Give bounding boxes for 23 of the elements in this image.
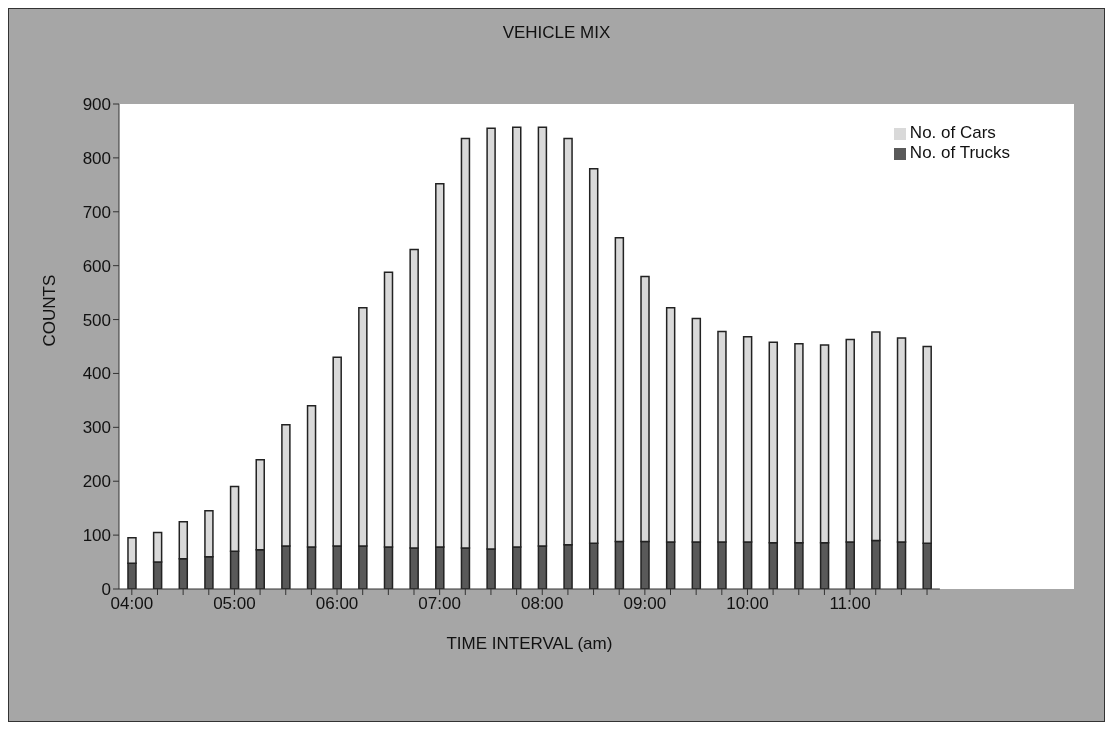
- y-tick-label: 200: [82, 472, 111, 492]
- x-tick-label: 09:00: [623, 594, 667, 614]
- x-tick-label: 10:00: [726, 594, 769, 614]
- chart-title: VEHICLE MIX: [501, 23, 612, 43]
- y-tick-label: 0: [101, 580, 111, 600]
- y-tick-label: 900: [82, 95, 111, 115]
- y-tick-label: 600: [82, 256, 111, 276]
- x-tick-label: 07:00: [418, 594, 461, 614]
- y-tick-label: 400: [82, 364, 111, 384]
- x-tick-label: 11:00: [829, 594, 871, 614]
- y-tick-label: 800: [82, 148, 111, 168]
- y-tick-label: 700: [82, 202, 111, 222]
- legend-label: No. of Cars: [909, 123, 996, 142]
- legend-label: No. of Trucks: [909, 143, 1010, 162]
- x-tick-label: 05:00: [213, 594, 256, 614]
- y-axis-title: COUNTS: [40, 274, 60, 347]
- x-axis-title: TIME INTERVAL (am): [446, 634, 613, 653]
- y-tick-label: 500: [82, 310, 111, 330]
- y-tick-label: 100: [82, 526, 111, 546]
- y-tick-label: 300: [82, 418, 111, 438]
- x-tick-label: 06:00: [315, 594, 359, 614]
- x-tick-label: 04:00: [110, 594, 154, 614]
- x-tick-label: 08:00: [520, 594, 564, 614]
